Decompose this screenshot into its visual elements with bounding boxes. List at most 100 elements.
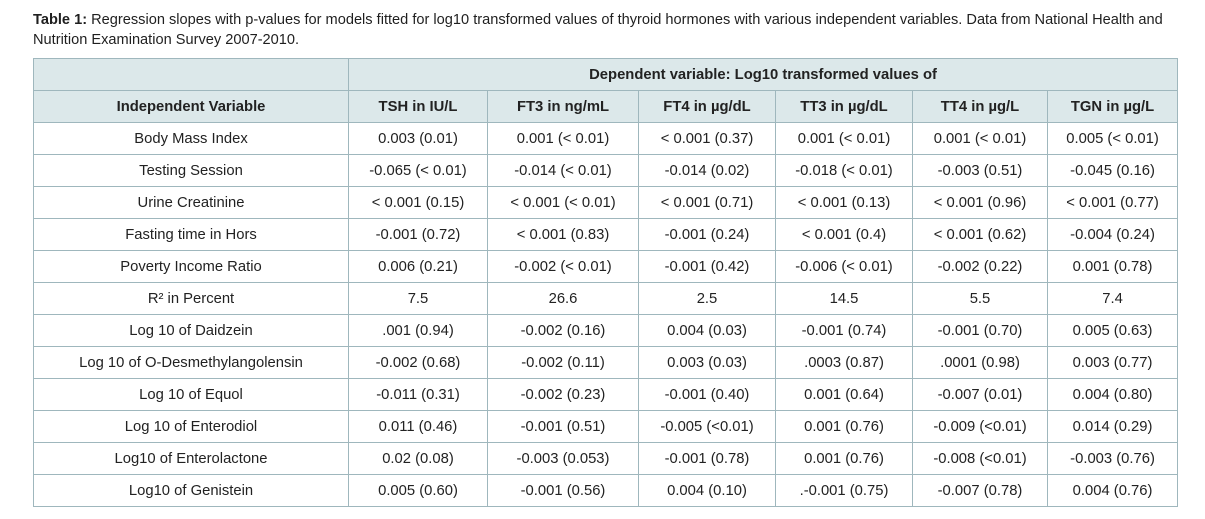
independent-variable-cell: Testing Session (33, 154, 349, 187)
value-cell: < 0.001 (0.13) (775, 186, 913, 219)
value-cell: -0.007 (0.01) (912, 378, 1048, 411)
value-cell: < 0.001 (0.62) (912, 218, 1048, 251)
value-cell: 0.014 (0.29) (1046, 410, 1179, 443)
value-cell: -0.002 (0.16) (487, 314, 639, 347)
value-cell: -0.001 (0.42) (638, 250, 776, 283)
value-cell: .0003 (0.87) (775, 346, 913, 379)
value-cell: -0.006 (< 0.01) (775, 250, 913, 283)
value-cell: -0.001 (0.56) (487, 474, 639, 507)
column-header: TGN in µg/L (1046, 90, 1179, 123)
value-cell: 7.5 (348, 282, 488, 315)
independent-variable-cell: Body Mass Index (33, 122, 349, 155)
regression-table: Dependent variable: Log10 transformed va… (33, 58, 1179, 507)
value-cell: 26.6 (487, 282, 639, 315)
value-cell: -0.002 (0.11) (487, 346, 639, 379)
value-cell: < 0.001 (0.96) (912, 186, 1048, 219)
value-cell: -0.003 (0.76) (1046, 442, 1179, 475)
value-cell: 5.5 (912, 282, 1048, 315)
value-cell: 0.02 (0.08) (348, 442, 488, 475)
value-cell: .0001 (0.98) (912, 346, 1048, 379)
value-cell: -0.002 (0.68) (348, 346, 488, 379)
value-cell: -0.002 (0.23) (487, 378, 639, 411)
value-cell: -0.014 (0.02) (638, 154, 776, 187)
independent-variable-cell: Fasting time in Hors (33, 218, 349, 251)
independent-variable-cell: Log 10 of Enterodiol (33, 410, 349, 443)
value-cell: -0.014 (< 0.01) (487, 154, 639, 187)
table-caption: Table 1: Regression slopes with p-values… (33, 10, 1193, 50)
column-header: FT3 in ng/mL (487, 90, 639, 123)
value-cell: 0.001 (0.78) (1046, 250, 1179, 283)
value-cell: -0.009 (<0.01) (912, 410, 1048, 443)
value-cell: 0.006 (0.21) (348, 250, 488, 283)
value-cell: -0.001 (0.78) (638, 442, 776, 475)
value-cell: < 0.001 (0.77) (1046, 186, 1179, 219)
value-cell: -0.002 (< 0.01) (487, 250, 639, 283)
column-header-row: Independent Variable TSH in IU/L FT3 in … (33, 90, 1179, 123)
value-cell: 0.001 (0.64) (775, 378, 913, 411)
independent-variable-cell: Log 10 of O-Desmethylangolensin (33, 346, 349, 379)
value-cell: 0.004 (0.80) (1046, 378, 1179, 411)
table-row: R² in Percent 7.5 26.6 2.5 14.5 5.5 7.4 (33, 282, 1179, 315)
value-cell: -0.011 (0.31) (348, 378, 488, 411)
value-cell: -0.001 (0.74) (775, 314, 913, 347)
value-cell: -0.003 (0.51) (912, 154, 1048, 187)
table-row: Log10 of Enterolactone 0.02 (0.08) -0.003 … (33, 442, 1179, 475)
value-cell: < 0.001 (0.15) (348, 186, 488, 219)
value-cell: -0.003 (0.053) (487, 442, 639, 475)
table-row: Body Mass Index 0.003 (0.01) 0.001 (< 0.01… (33, 122, 1179, 155)
independent-variable-cell: R² in Percent (33, 282, 349, 315)
value-cell: -0.001 (0.40) (638, 378, 776, 411)
value-cell: -0.005 (<0.01) (638, 410, 776, 443)
table-row: Log10 of Genistein 0.005 (0.60) -0.001 (0.… (33, 474, 1179, 507)
column-header: FT4 in µg/dL (638, 90, 776, 123)
value-cell: .001 (0.94) (348, 314, 488, 347)
independent-variable-cell: Log 10 of Equol (33, 378, 349, 411)
value-cell: 0.001 (< 0.01) (775, 122, 913, 155)
value-cell: -0.001 (0.51) (487, 410, 639, 443)
table-row: Poverty Income Ratio 0.006 (0.21) -0.002 (… (33, 250, 1179, 283)
table-row: Log 10 of Daidzein .001 (0.94) -0.002 (0.1… (33, 314, 1179, 347)
table-row: Log 10 of Equol -0.011 (0.31) -0.002 (0.23… (33, 378, 1179, 411)
value-cell: -0.004 (0.24) (1046, 218, 1179, 251)
value-cell: < 0.001 (0.4) (775, 218, 913, 251)
value-cell: 0.004 (0.10) (638, 474, 776, 507)
value-cell: 14.5 (775, 282, 913, 315)
value-cell: 0.005 (0.60) (348, 474, 488, 507)
value-cell: < 0.001 (0.71) (638, 186, 776, 219)
value-cell: -0.001 (0.24) (638, 218, 776, 251)
table-body: Body Mass Index 0.003 (0.01) 0.001 (< 0.01… (33, 122, 1179, 507)
column-header: TT3 in µg/dL (775, 90, 913, 123)
caption-text: Regression slopes with p-values for mode… (33, 12, 1163, 48)
table-row: Urine Creatinine < 0.001 (0.15) < 0.001 (<… (33, 186, 1179, 219)
table-row: Fasting time in Hors -0.001 (0.72) < 0.001… (33, 218, 1179, 251)
value-cell: 2.5 (638, 282, 776, 315)
group-header: Dependent variable: Log10 transformed va… (347, 58, 1179, 91)
value-cell: -0.007 (0.78) (912, 474, 1048, 507)
table-row: Testing Session -0.065 (< 0.01) -0.014 (< … (33, 154, 1179, 187)
value-cell: 7.4 (1046, 282, 1179, 315)
independent-variable-cell: Log 10 of Daidzein (33, 314, 349, 347)
value-cell: < 0.001 (0.83) (487, 218, 639, 251)
value-cell: -0.001 (0.70) (912, 314, 1048, 347)
independent-variable-cell: Log10 of Enterolactone (33, 442, 349, 475)
independent-variable-cell: Log10 of Genistein (33, 474, 349, 507)
value-cell: -0.008 (<0.01) (912, 442, 1048, 475)
value-cell: 0.005 (< 0.01) (1046, 122, 1179, 155)
value-cell: -0.002 (0.22) (912, 250, 1048, 283)
value-cell: 0.003 (0.77) (1046, 346, 1179, 379)
independent-variable-cell: Poverty Income Ratio (33, 250, 349, 283)
value-cell: -0.001 (0.72) (348, 218, 488, 251)
value-cell: 0.011 (0.46) (348, 410, 488, 443)
empty-header-cell (33, 58, 349, 91)
value-cell: 0.001 (0.76) (775, 442, 913, 475)
table-row: Log 10 of O-Desmethylangolensin -0.002 (0… (33, 346, 1179, 379)
independent-variable-cell: Urine Creatinine (33, 186, 349, 219)
value-cell: 0.001 (0.76) (775, 410, 913, 443)
value-cell: .-0.001 (0.75) (775, 474, 913, 507)
table-row: Log 10 of Enterodiol 0.011 (0.46) -0.001 (… (33, 410, 1179, 443)
group-header-row: Dependent variable: Log10 transformed va… (33, 58, 1179, 91)
value-cell: -0.045 (0.16) (1046, 154, 1179, 187)
value-cell: -0.065 (< 0.01) (348, 154, 488, 187)
caption-label: Table 1: (33, 12, 88, 28)
value-cell: 0.003 (0.01) (348, 122, 488, 155)
